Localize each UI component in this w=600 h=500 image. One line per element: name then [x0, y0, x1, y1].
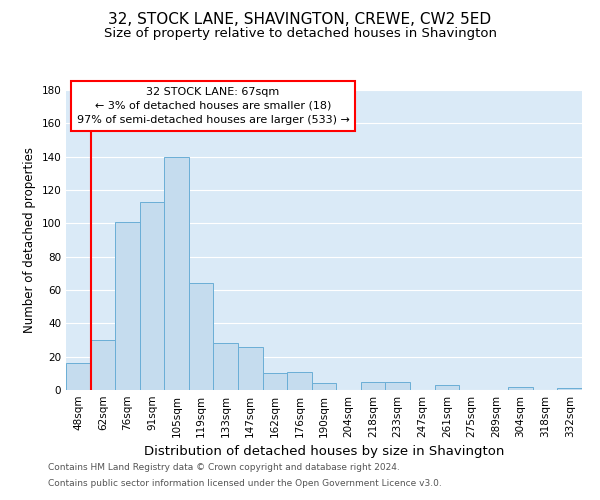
Text: Size of property relative to detached houses in Shavington: Size of property relative to detached ho… [104, 28, 497, 40]
Bar [66, 364, 91, 390]
Bar [115, 222, 140, 390]
Text: Contains HM Land Registry data © Crown copyright and database right 2024.: Contains HM Land Registry data © Crown c… [48, 464, 400, 472]
Bar [189, 284, 214, 390]
Text: 32, STOCK LANE, SHAVINGTON, CREWE, CW2 5ED: 32, STOCK LANE, SHAVINGTON, CREWE, CW2 5… [109, 12, 491, 28]
Bar [287, 372, 312, 390]
Bar [557, 388, 582, 390]
X-axis label: Distribution of detached houses by size in Shavington: Distribution of detached houses by size … [144, 446, 504, 458]
Bar [263, 374, 287, 390]
Y-axis label: Number of detached properties: Number of detached properties [23, 147, 36, 333]
Bar [238, 346, 263, 390]
Bar [385, 382, 410, 390]
Bar [164, 156, 189, 390]
Bar [508, 386, 533, 390]
Bar [434, 385, 459, 390]
Bar [361, 382, 385, 390]
Bar [140, 202, 164, 390]
Bar [91, 340, 115, 390]
Text: 32 STOCK LANE: 67sqm
← 3% of detached houses are smaller (18)
97% of semi-detach: 32 STOCK LANE: 67sqm ← 3% of detached ho… [77, 87, 349, 125]
Text: Contains public sector information licensed under the Open Government Licence v3: Contains public sector information licen… [48, 478, 442, 488]
Bar [312, 384, 336, 390]
Bar [214, 344, 238, 390]
